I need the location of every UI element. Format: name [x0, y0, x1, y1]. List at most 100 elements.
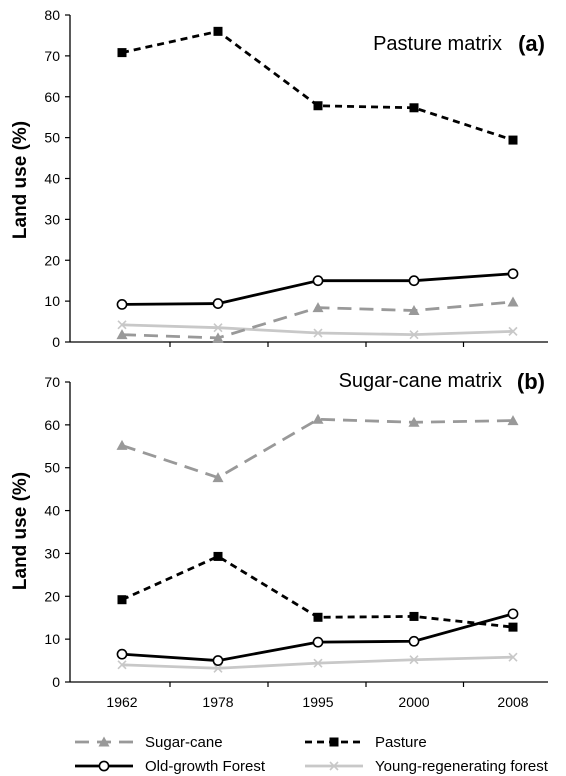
series-old-growth-forest-b [116, 608, 519, 666]
data-point [507, 268, 519, 280]
data-point [312, 302, 324, 313]
data-point [312, 413, 324, 424]
legend-label: Sugar-cane [145, 734, 223, 751]
data-point [508, 135, 518, 145]
series-young-regenerating-forest-b [117, 652, 518, 673]
data-point [117, 595, 127, 605]
data-point [213, 551, 223, 561]
data-point [117, 48, 127, 58]
legend-item-pasture: Pasture [305, 734, 427, 751]
y-tick-label: 80 [44, 7, 60, 23]
data-point [508, 652, 518, 662]
y-tick-label: 40 [44, 503, 60, 519]
panel-label-a: (a) [518, 31, 545, 56]
y-tick-label: 30 [44, 545, 60, 561]
legend-label: Pasture [375, 734, 427, 751]
legend-label: Young-regenerating forest [375, 758, 549, 775]
data-point [212, 332, 224, 343]
data-point [408, 635, 420, 647]
legend-item-old-growth-forest: Old-growth Forest [75, 758, 266, 775]
series-line [121, 417, 514, 479]
panel-pasture-matrix: Land use (%) Pasture matrix (a) 0 10 20 30 4… [10, 7, 548, 350]
data-point [212, 655, 224, 666]
marker-stroke [508, 652, 518, 662]
data-point [313, 101, 323, 111]
data-point [116, 329, 128, 340]
x-tick-label: 2000 [398, 694, 429, 710]
y-tick-label: 40 [44, 171, 60, 187]
data-point [116, 298, 128, 310]
data-point [409, 655, 419, 665]
data-point [116, 648, 128, 660]
y-tick-label: 70 [44, 48, 60, 64]
data-point [312, 636, 324, 648]
x-tick-label: 1962 [106, 694, 137, 710]
data-point [508, 622, 518, 632]
marker-stroke [117, 320, 127, 330]
y-tick-label: 0 [52, 674, 60, 690]
series-sugar-cane-b [116, 413, 519, 483]
y-tick-label: 0 [52, 334, 60, 350]
marker-stroke [213, 663, 223, 673]
y-tick-label: 50 [44, 130, 60, 146]
y-tick-label: 30 [44, 211, 60, 227]
x-tick-label: 1995 [302, 694, 333, 710]
data-point [409, 103, 419, 113]
data-point [212, 298, 224, 309]
data-point [313, 612, 323, 622]
y-tick-label: 10 [44, 631, 60, 647]
panel-sugar-cane-matrix: Land use (%) Sugar-cane matrix (b) 0 10 20… [10, 369, 548, 710]
legend-swatch-marker [329, 761, 339, 771]
marker-stroke [117, 660, 127, 670]
marker-stroke [313, 658, 323, 668]
marker-stroke [409, 330, 419, 340]
data-point [312, 275, 324, 287]
y-tick-label: 20 [44, 588, 60, 604]
y-tick-label: 60 [44, 89, 60, 105]
data-point [313, 328, 323, 338]
data-point [408, 416, 420, 427]
series-pasture-a [117, 26, 518, 145]
data-point [408, 305, 420, 316]
y-tick-label: 10 [44, 293, 60, 309]
data-point [507, 415, 519, 426]
marker-stroke [409, 655, 419, 665]
legend: Sugar-cane Pasture Old-growth Forest Young-… [75, 734, 549, 775]
series-old-growth-forest-a [116, 268, 519, 310]
marker-stroke [213, 323, 223, 333]
data-point [213, 663, 223, 673]
data-point [213, 323, 223, 333]
series-pasture-b [117, 551, 518, 632]
y-tick-label: 70 [44, 374, 60, 390]
series-young-regenerating-forest-a [117, 320, 518, 340]
x-tick-label: 1978 [202, 694, 233, 710]
panel-label-b: (b) [517, 369, 545, 394]
marker-stroke [313, 328, 323, 338]
data-point [117, 660, 127, 670]
y-axis-title-b: Land use (%) [10, 472, 31, 590]
data-point [313, 658, 323, 668]
data-point [507, 296, 519, 307]
data-point [508, 326, 518, 336]
panel-title-a: Pasture matrix [373, 33, 502, 55]
y-axis-title-a: Land use (%) [10, 121, 31, 239]
legend-swatch-marker [98, 760, 110, 772]
data-point [408, 275, 420, 287]
series-sugar-cane-a [116, 296, 519, 343]
data-point [212, 472, 224, 483]
legend-swatch-marker [329, 737, 339, 747]
data-point [409, 611, 419, 621]
y-tick-label: 60 [44, 417, 60, 433]
marker-stroke [508, 326, 518, 336]
panel-title-b: Sugar-cane matrix [339, 370, 502, 392]
data-point [409, 330, 419, 340]
y-tick-label: 20 [44, 252, 60, 268]
legend-swatch-marker [98, 736, 110, 747]
marker-stroke [329, 761, 339, 771]
data-point [117, 320, 127, 330]
data-point [213, 26, 223, 36]
x-tick-label: 2008 [497, 694, 528, 710]
legend-item-young-regenerating-forest: Young-regenerating forest [305, 758, 549, 775]
data-point [116, 439, 128, 450]
